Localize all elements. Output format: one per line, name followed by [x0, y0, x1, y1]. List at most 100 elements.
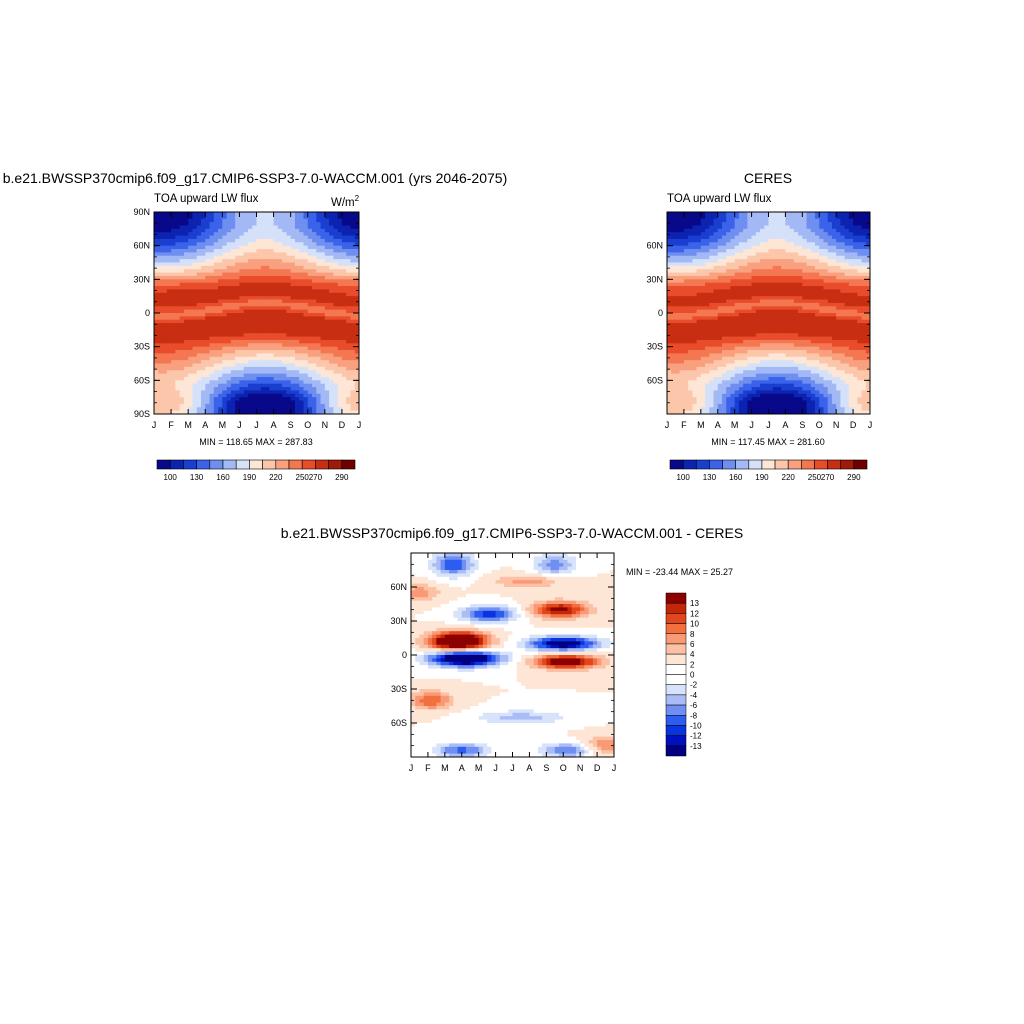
heatmap-cell [823, 289, 829, 294]
heatmap-cell [346, 350, 352, 354]
heatmap-cell [346, 218, 352, 223]
heatmap-cell [196, 390, 202, 395]
heatmap-cell [747, 238, 753, 243]
heatmap-cell [312, 269, 317, 274]
heatmap-cell [819, 238, 825, 243]
heatmap-cell [734, 336, 740, 341]
heatmap-cell [675, 343, 681, 348]
heatmap-cell [781, 333, 787, 338]
heatmap-cell [717, 225, 723, 230]
heatmap-cell [158, 323, 164, 328]
heatmap-cell [810, 215, 816, 220]
heatmap-cell [692, 272, 698, 277]
heatmap-cell [333, 356, 339, 361]
heatmap-cell [671, 346, 677, 351]
heatmap-cell [200, 329, 206, 334]
heatmap-cell [730, 336, 736, 341]
heatmap-cell [679, 343, 685, 348]
heatmap-cell [265, 403, 270, 408]
heatmap-cell [734, 333, 740, 338]
heatmap-cell [683, 309, 689, 314]
heatmap-cell [269, 316, 275, 321]
heatmap-cell [290, 302, 296, 307]
heatmap-cell [853, 286, 858, 291]
heatmap-cell [688, 238, 693, 243]
heatmap-cell [218, 410, 223, 414]
heatmap-cell [222, 393, 228, 398]
heatmap-cell [175, 228, 181, 233]
heatmap-cell [840, 292, 846, 297]
heatmap-cell [192, 333, 198, 338]
heatmap-cell [760, 326, 765, 331]
heatmap-cell [853, 262, 858, 267]
heatmap-cell [277, 265, 283, 270]
heatmap-cell [269, 238, 275, 243]
heatmap-cell [171, 387, 176, 392]
heatmap-cell [256, 356, 262, 361]
heatmap-cell [312, 336, 317, 341]
heatmap-cell [200, 259, 206, 264]
heatmap-cell [303, 319, 309, 324]
heatmap-cell [772, 282, 778, 287]
heatmap-cell [286, 222, 292, 227]
heatmap-cell [154, 279, 159, 284]
heatmap-cell [299, 299, 305, 304]
heatmap-cell [861, 265, 867, 270]
heatmap-cell [252, 353, 258, 358]
heatmap-cell [299, 407, 305, 412]
heatmap-cell [230, 403, 236, 408]
heatmap-cell [683, 313, 689, 317]
heatmap-cell [760, 309, 765, 314]
heatmap-cell [209, 262, 215, 267]
heatmap-cell [273, 225, 279, 230]
heatmap-cell [341, 255, 347, 260]
heatmap-cell [713, 289, 719, 294]
heatmap-cell [848, 269, 854, 274]
heatmap-cell [713, 249, 719, 253]
heatmap-cell [688, 232, 693, 237]
heatmap-cell [171, 380, 176, 385]
heatmap-cell [260, 316, 266, 321]
heatmap-cell [235, 286, 241, 291]
heatmap-cell [247, 323, 253, 328]
heatmap-cell [235, 326, 241, 331]
heatmap-cell [235, 400, 241, 405]
heatmap-cell [316, 363, 322, 368]
heatmap-cell [247, 212, 253, 216]
heatmap-cell [789, 323, 795, 328]
heatmap-cell [260, 403, 266, 408]
heatmap-cell [247, 326, 253, 331]
heatmap-cell [688, 319, 693, 324]
heatmap-cell [760, 323, 765, 328]
heatmap-cell [785, 228, 791, 233]
heatmap-cell [738, 272, 744, 277]
heatmap-cell [260, 232, 266, 237]
heatmap-cell [861, 235, 867, 240]
heatmap-cell [243, 410, 249, 414]
heatmap-cell [823, 272, 829, 277]
heatmap-cell [277, 242, 283, 247]
heatmap-cell [793, 252, 799, 257]
heatmap-cell [350, 225, 356, 230]
heatmap-cell [222, 356, 228, 361]
heatmap-cell [836, 255, 841, 260]
heatmap-cell [671, 333, 677, 338]
heatmap-cell [717, 286, 723, 291]
heatmap-cell [230, 262, 236, 267]
heatmap-cell [316, 245, 322, 250]
heatmap-cell [239, 275, 245, 280]
heatmap-cell [831, 309, 837, 314]
heatmap-cell [303, 313, 309, 317]
heatmap-cell [209, 400, 215, 405]
heatmap-cell [166, 212, 172, 216]
heatmap-cell [324, 296, 330, 301]
heatmap-cell [730, 235, 736, 240]
heatmap-cell [709, 212, 715, 216]
heatmap-cell [692, 333, 698, 338]
heatmap-cell [827, 259, 833, 264]
heatmap-cell [235, 376, 241, 381]
heatmap-cell [294, 387, 300, 392]
heatmap-cell [183, 222, 189, 227]
heatmap-cell [179, 387, 185, 392]
heatmap-cell [183, 265, 189, 270]
